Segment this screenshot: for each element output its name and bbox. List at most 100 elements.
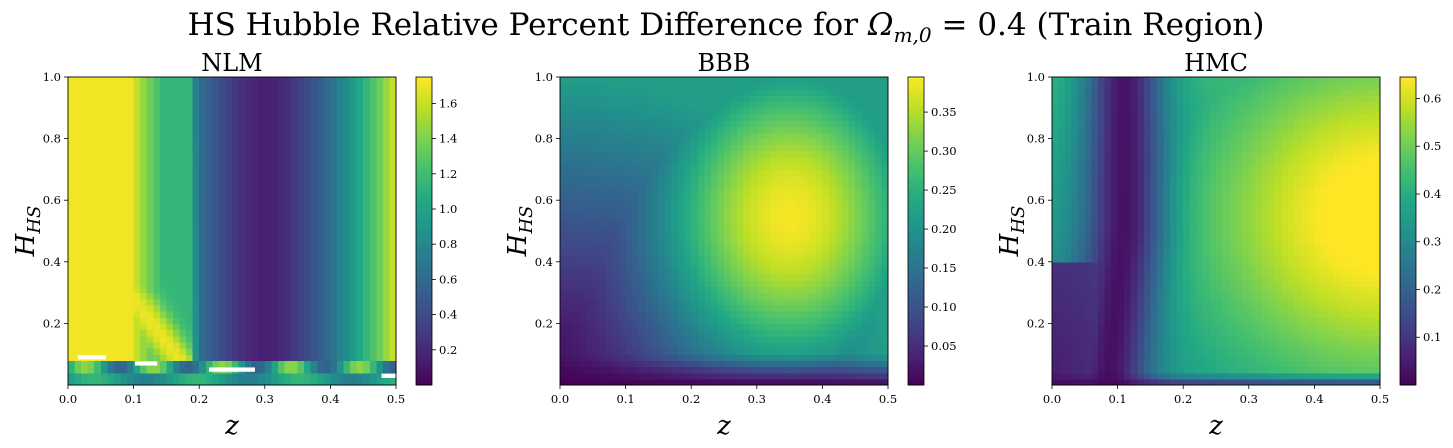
heatmap-cell <box>684 378 692 386</box>
heatmap-cell <box>159 150 167 158</box>
heatmap-cell <box>310 243 318 251</box>
heatmap-cell <box>730 354 738 361</box>
heatmap-cell <box>802 317 810 324</box>
heatmap-cell <box>664 113 673 121</box>
heatmap-cell <box>842 311 850 318</box>
heatmap-cell <box>868 150 876 158</box>
heatmap-cell <box>776 169 784 177</box>
heatmap-cell <box>100 218 108 226</box>
heatmap-cell <box>783 298 791 306</box>
heatmap-cell <box>166 292 174 300</box>
heatmap-cell <box>205 274 213 281</box>
heatmap-cell <box>737 200 745 207</box>
heatmap-cell <box>717 212 725 220</box>
heatmap-cell <box>855 323 863 331</box>
heatmap-cell <box>592 280 600 288</box>
heatmap-cell <box>724 267 732 275</box>
heatmap-cell <box>186 120 194 127</box>
heatmap-cell <box>133 144 141 152</box>
heatmap-cell <box>127 261 135 269</box>
heatmap-cell <box>815 249 823 257</box>
heatmap-cell <box>783 113 791 121</box>
heatmap-cell <box>756 298 764 306</box>
heatmap-cell <box>356 206 364 214</box>
heatmap-cell <box>107 348 115 355</box>
heatmap-cell <box>855 224 863 232</box>
heatmap-cell <box>376 163 384 170</box>
heatmap-cell <box>645 298 653 306</box>
heatmap-cell <box>212 200 220 207</box>
heatmap-cell <box>94 181 102 189</box>
heatmap-cell <box>127 113 135 121</box>
heatmap-cell <box>304 243 312 251</box>
heatmap-cell <box>842 224 850 232</box>
heatmap-cell <box>756 212 764 220</box>
heatmap-cell <box>159 267 167 275</box>
heatmap-cell <box>592 175 600 183</box>
heatmap-cell <box>651 200 659 207</box>
heatmap-cell <box>238 341 246 349</box>
heatmap-cell <box>566 126 574 134</box>
heatmap-cell <box>100 323 108 331</box>
heatmap-cell <box>94 163 102 170</box>
heatmap-cell <box>205 120 213 127</box>
heatmap-cell <box>684 317 692 324</box>
heatmap-cell <box>783 157 791 164</box>
heatmap-cell <box>815 243 823 251</box>
heatmap-cell <box>212 261 220 269</box>
heatmap-cell <box>212 175 220 183</box>
heatmap-cell <box>756 280 764 288</box>
heatmap-cell <box>153 113 161 121</box>
heatmap-cell <box>205 249 213 257</box>
heatmap-cell <box>717 101 725 109</box>
heatmap-cell <box>586 101 594 109</box>
heatmap-cell <box>120 354 128 361</box>
heatmap-cell <box>389 107 397 115</box>
heatmap-cell <box>796 298 804 306</box>
heatmap-cell <box>251 372 259 380</box>
heatmap-cell <box>579 120 587 127</box>
heatmap-cell <box>258 304 266 312</box>
heatmap-cell <box>389 298 397 306</box>
heatmap-cell <box>212 157 220 164</box>
heatmap-cell <box>376 138 384 146</box>
heatmap-cell <box>251 304 259 312</box>
heatmap-cell <box>146 126 154 134</box>
heatmap-cell <box>638 280 646 288</box>
heatmap-cell <box>343 150 351 158</box>
heatmap-cell <box>848 237 856 244</box>
heatmap-cell <box>317 101 325 109</box>
heatmap-cell <box>874 304 883 312</box>
heatmap-cell <box>172 187 181 195</box>
heatmap-cell <box>153 378 161 386</box>
heatmap-cell <box>343 317 351 324</box>
heatmap-cell <box>796 113 804 121</box>
y-axis-label-subscript: HS <box>24 206 45 235</box>
heatmap-cell <box>258 194 266 201</box>
heatmap-cell <box>258 354 266 361</box>
heatmap-cell <box>159 77 167 84</box>
heatmap-cell <box>802 231 810 238</box>
heatmap-cell <box>172 101 181 109</box>
heatmap-cell <box>638 255 646 263</box>
heatmap-cell <box>763 237 771 244</box>
heatmap-cell <box>868 212 876 220</box>
heatmap-cell <box>848 249 856 257</box>
heatmap-cell <box>350 132 358 140</box>
heatmap-cell <box>855 218 863 226</box>
heatmap-cell <box>179 348 187 355</box>
heatmap-cell <box>251 120 259 127</box>
heatmap-cell <box>232 89 240 97</box>
heatmap-cell <box>809 101 817 109</box>
heatmap-cell <box>317 181 325 189</box>
heatmap-cell <box>127 175 135 183</box>
heatmap-cell <box>277 200 286 207</box>
colorbar-segment <box>416 254 432 258</box>
heatmap-cell <box>291 372 299 380</box>
heatmap-cell <box>710 200 719 207</box>
heatmap-cell <box>87 237 95 244</box>
heatmap-cell <box>612 348 620 355</box>
heatmap-cell <box>297 144 305 152</box>
heatmap-cell <box>769 311 778 318</box>
heatmap-cell <box>225 304 233 312</box>
